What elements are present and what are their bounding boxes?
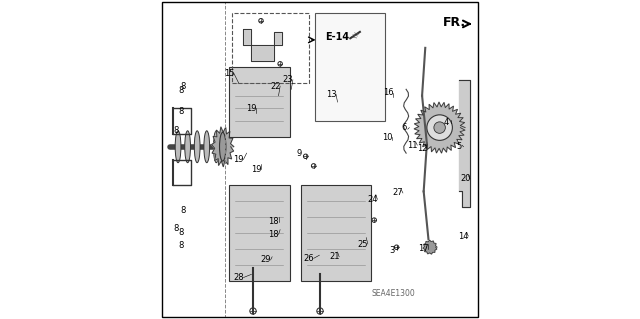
Text: 19: 19 <box>251 165 262 174</box>
Text: 8: 8 <box>174 224 179 233</box>
Text: 8: 8 <box>179 241 184 250</box>
Text: 17: 17 <box>419 244 429 253</box>
Text: 19: 19 <box>234 155 244 164</box>
Text: 24: 24 <box>367 195 378 204</box>
Bar <box>229 185 290 281</box>
Ellipse shape <box>195 131 200 163</box>
Text: 8: 8 <box>174 126 179 135</box>
Text: 8: 8 <box>179 107 184 116</box>
Text: 3: 3 <box>389 246 394 255</box>
Text: 26: 26 <box>303 254 314 263</box>
Text: 21: 21 <box>329 252 340 261</box>
Text: 18: 18 <box>268 217 279 226</box>
Text: 8: 8 <box>180 82 186 91</box>
Bar <box>327 41 355 73</box>
Circle shape <box>434 122 445 133</box>
Bar <box>301 185 371 281</box>
Text: 29: 29 <box>260 256 271 264</box>
Text: FR.: FR. <box>442 16 465 29</box>
Ellipse shape <box>327 37 355 45</box>
Bar <box>232 13 309 83</box>
Text: 10: 10 <box>381 133 392 142</box>
Text: 4: 4 <box>444 118 449 127</box>
Text: 14: 14 <box>458 232 468 241</box>
Text: 27: 27 <box>393 189 403 197</box>
Ellipse shape <box>327 70 355 78</box>
Text: 23: 23 <box>283 75 293 84</box>
Polygon shape <box>423 240 437 254</box>
Ellipse shape <box>185 131 191 163</box>
Text: 20: 20 <box>460 174 470 183</box>
Text: 15: 15 <box>224 69 234 78</box>
Text: 16: 16 <box>383 88 394 97</box>
Bar <box>162 2 225 317</box>
Polygon shape <box>212 127 234 167</box>
Polygon shape <box>459 80 470 207</box>
Ellipse shape <box>175 131 181 163</box>
Text: 12: 12 <box>417 144 428 153</box>
Text: 11: 11 <box>407 141 418 150</box>
Circle shape <box>427 115 452 140</box>
Text: 6: 6 <box>402 123 407 132</box>
Polygon shape <box>243 29 282 61</box>
Text: 9: 9 <box>297 149 302 158</box>
Text: 8: 8 <box>179 228 184 237</box>
Bar <box>316 13 385 121</box>
Text: 19: 19 <box>246 104 257 113</box>
Bar <box>229 67 290 137</box>
Text: 5: 5 <box>456 142 461 151</box>
Ellipse shape <box>204 131 210 163</box>
Text: 28: 28 <box>234 273 244 282</box>
Text: 13: 13 <box>326 90 337 99</box>
Text: 8: 8 <box>180 206 186 215</box>
Ellipse shape <box>220 132 226 161</box>
Text: 8: 8 <box>179 86 184 95</box>
Text: 18: 18 <box>268 230 279 239</box>
Text: 22: 22 <box>270 82 280 91</box>
Text: 25: 25 <box>358 240 368 249</box>
Polygon shape <box>414 102 465 153</box>
Text: E-14: E-14 <box>324 32 349 42</box>
Ellipse shape <box>214 131 219 163</box>
Text: SEA4E1300: SEA4E1300 <box>371 289 415 298</box>
